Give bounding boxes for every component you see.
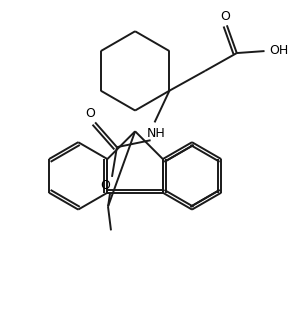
- Text: O: O: [85, 107, 95, 120]
- Text: O: O: [220, 10, 230, 23]
- Text: O: O: [100, 179, 110, 192]
- Text: OH: OH: [269, 44, 288, 57]
- Text: NH: NH: [147, 127, 166, 140]
